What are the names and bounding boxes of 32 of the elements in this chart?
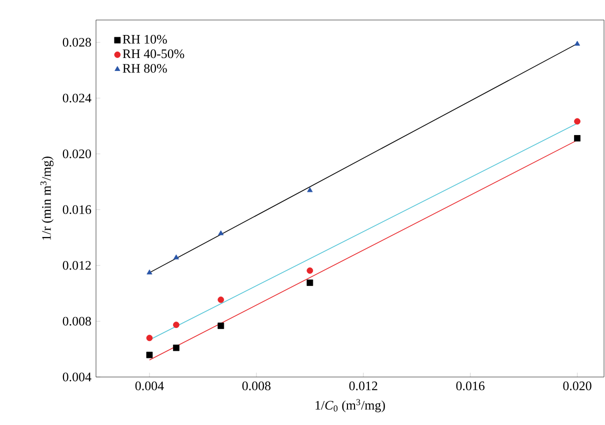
x-tick-label: 0.008 <box>242 382 270 390</box>
x-axis-title: 1/C$_{0}$ (m$^{3}$/mg) <box>316 399 385 412</box>
y-axis-title: 1/r (min m$^{3}$/mg) <box>40 156 54 240</box>
point <box>307 187 313 192</box>
point <box>173 322 180 328</box>
y-tick-label: 0.004 <box>62 372 92 382</box>
x-tick-label: 0.012 <box>349 382 378 390</box>
legend-label: RH 80% <box>122 64 167 73</box>
point <box>173 254 179 260</box>
point <box>146 270 152 274</box>
y-tick-label: 0.012 <box>62 261 91 270</box>
x-tick-label: 0.016 <box>456 382 485 390</box>
point <box>218 322 224 330</box>
x-tick-label: 0.020 <box>563 382 592 390</box>
point <box>306 267 314 274</box>
y-tick-label: 0.016 <box>62 205 92 214</box>
point <box>574 135 580 142</box>
point <box>574 40 580 46</box>
point <box>218 230 224 236</box>
legend-label: RH 40-50% <box>122 49 184 58</box>
y-tick-label: 0.020 <box>62 149 91 158</box>
y-tick-label: 0.024 <box>62 94 92 102</box>
point <box>574 118 580 125</box>
point <box>146 334 153 342</box>
legend-label: RH 10% <box>122 34 167 44</box>
point <box>306 280 314 286</box>
x-tick-label: 0.004 <box>135 382 164 390</box>
y-tick-label: 0.008 <box>62 316 91 326</box>
y-tick-label: 0.028 <box>62 38 91 47</box>
point <box>218 296 224 303</box>
point <box>173 344 180 352</box>
point <box>146 352 153 358</box>
